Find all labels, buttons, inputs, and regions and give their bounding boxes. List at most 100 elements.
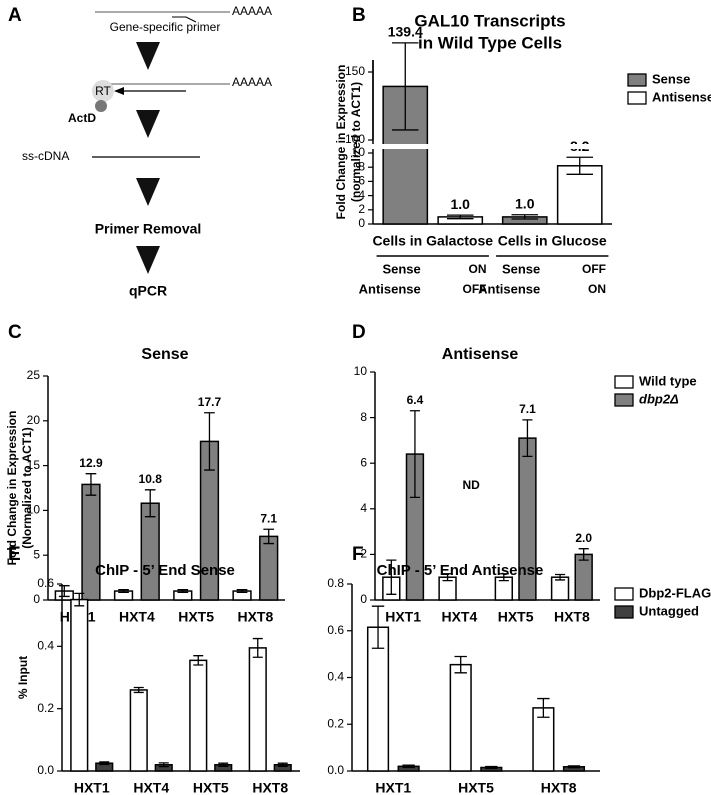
y-tick-label: 0.2 (37, 701, 54, 715)
x-tick-label: HXT5 (178, 609, 214, 625)
y-tick-label: 2 (360, 547, 367, 561)
error-bar (578, 548, 589, 561)
panel-label: F (352, 544, 364, 565)
y-tick-label: 10 (352, 145, 366, 159)
y-tick-label: 20 (27, 413, 41, 427)
step-arrow (136, 110, 160, 138)
error-bar (85, 473, 97, 496)
y-tick-label: 0 (358, 216, 365, 230)
y-tick-label: 6 (360, 455, 367, 469)
bar (550, 576, 570, 601)
x-tick-label: HXT1 (375, 780, 411, 795)
error-bar (263, 528, 275, 545)
y-tick-label: 150 (345, 64, 365, 78)
bar (129, 689, 148, 772)
y-tick-label: 100 (345, 132, 365, 146)
condition-label: Antisense (359, 281, 421, 296)
y-axis-label: Fold Change in Expression (5, 411, 19, 566)
bar (556, 165, 603, 225)
legend-swatch (614, 587, 634, 601)
x-tick-label: HXT4 (133, 780, 169, 795)
error-bar (99, 761, 110, 766)
axis-break (365, 144, 612, 149)
y-tick-label: 0 (360, 592, 367, 606)
chart-title: in Wild Type Cells (418, 33, 562, 52)
bar (248, 647, 267, 772)
value-label: 10.8 (139, 472, 163, 486)
arrow-head (114, 87, 124, 95)
y-tick-label: 10 (354, 364, 368, 378)
primer (172, 16, 197, 23)
error-bar (218, 762, 229, 767)
y-axis-label: % Input (16, 656, 30, 699)
x-tick-label: Cells in Galactose (372, 233, 493, 249)
legend-swatch (627, 73, 647, 87)
y-tick-label: 5 (33, 547, 40, 561)
value-label: 6.4 (407, 393, 424, 407)
legend-swatch (627, 91, 647, 105)
error-bar (446, 214, 474, 220)
panel-label: B (352, 5, 366, 26)
error-bar (402, 764, 415, 769)
y-tick-label: 2 (358, 202, 365, 216)
value-label: 17.7 (198, 395, 222, 409)
y-tick-label: 8 (358, 159, 365, 173)
y-tick-label: 0.0 (327, 763, 344, 777)
y-tick-label: 0.4 (37, 639, 54, 653)
actd-label: ActD (68, 111, 96, 125)
legend-swatch (614, 393, 634, 407)
x-tick-label: Cells in Glucose (498, 233, 607, 249)
error-bar (204, 412, 215, 471)
error-bar (118, 589, 129, 594)
condition-state: ON (469, 262, 487, 276)
y-tick-label: 0.8 (327, 576, 344, 590)
y-tick-label: 0.6 (37, 576, 54, 590)
panel-label: D (352, 322, 366, 343)
error-bar (386, 559, 397, 595)
chart-title: Antisense (442, 346, 519, 363)
step-label: qPCR (129, 283, 167, 299)
step-arrow (136, 42, 160, 70)
y-tick-label: 4 (358, 188, 365, 202)
legend-swatch (614, 375, 634, 389)
diagram: A AAAAA Gene-specific primer AAAAA RT Ac… (8, 4, 272, 299)
error-bar (511, 214, 539, 220)
y-axis-label: (normalized to ACT1) (349, 82, 363, 202)
x-tick-label: HXT1 (385, 609, 421, 625)
value-label: 139.4 (388, 24, 423, 40)
primer-label: Gene-specific primer (110, 20, 221, 34)
error-bar (409, 410, 420, 499)
step-arrow (136, 246, 160, 274)
error-bar (498, 573, 509, 582)
error-bar (144, 489, 156, 518)
condition-state: OFF (582, 262, 606, 276)
condition-label: Sense (502, 261, 540, 276)
value-label: 12.9 (79, 456, 103, 470)
actd (95, 100, 107, 112)
panel-label: E (8, 544, 21, 565)
error-bar (58, 585, 70, 598)
y-tick-label: 0.2 (327, 716, 344, 730)
value-label: 2.0 (575, 531, 592, 545)
poly-a: AAAAA (232, 75, 272, 89)
bar (70, 598, 89, 772)
product-label: ss-cDNA (22, 149, 69, 163)
chart-title: Sense (141, 346, 188, 363)
value-label: 7.1 (519, 402, 536, 416)
legend-label: Untagged (639, 603, 699, 618)
y-tick-label: 0.6 (327, 623, 344, 637)
panel-label: A (8, 5, 22, 26)
panel-label: C (8, 322, 22, 343)
error-bar (485, 765, 498, 770)
error-bar (522, 419, 533, 458)
error-bar (193, 655, 204, 666)
y-tick-label: 25 (27, 368, 41, 382)
bar (81, 483, 101, 601)
legend-label: dbp2Δ (639, 391, 679, 406)
y-tick-label: 15 (27, 458, 41, 472)
chart-title: ChIP - 5’ End Sense (95, 562, 235, 579)
y-tick-label: 0.0 (37, 763, 54, 777)
value-label: 1.0 (451, 196, 471, 212)
value-label: 7.1 (260, 511, 277, 525)
